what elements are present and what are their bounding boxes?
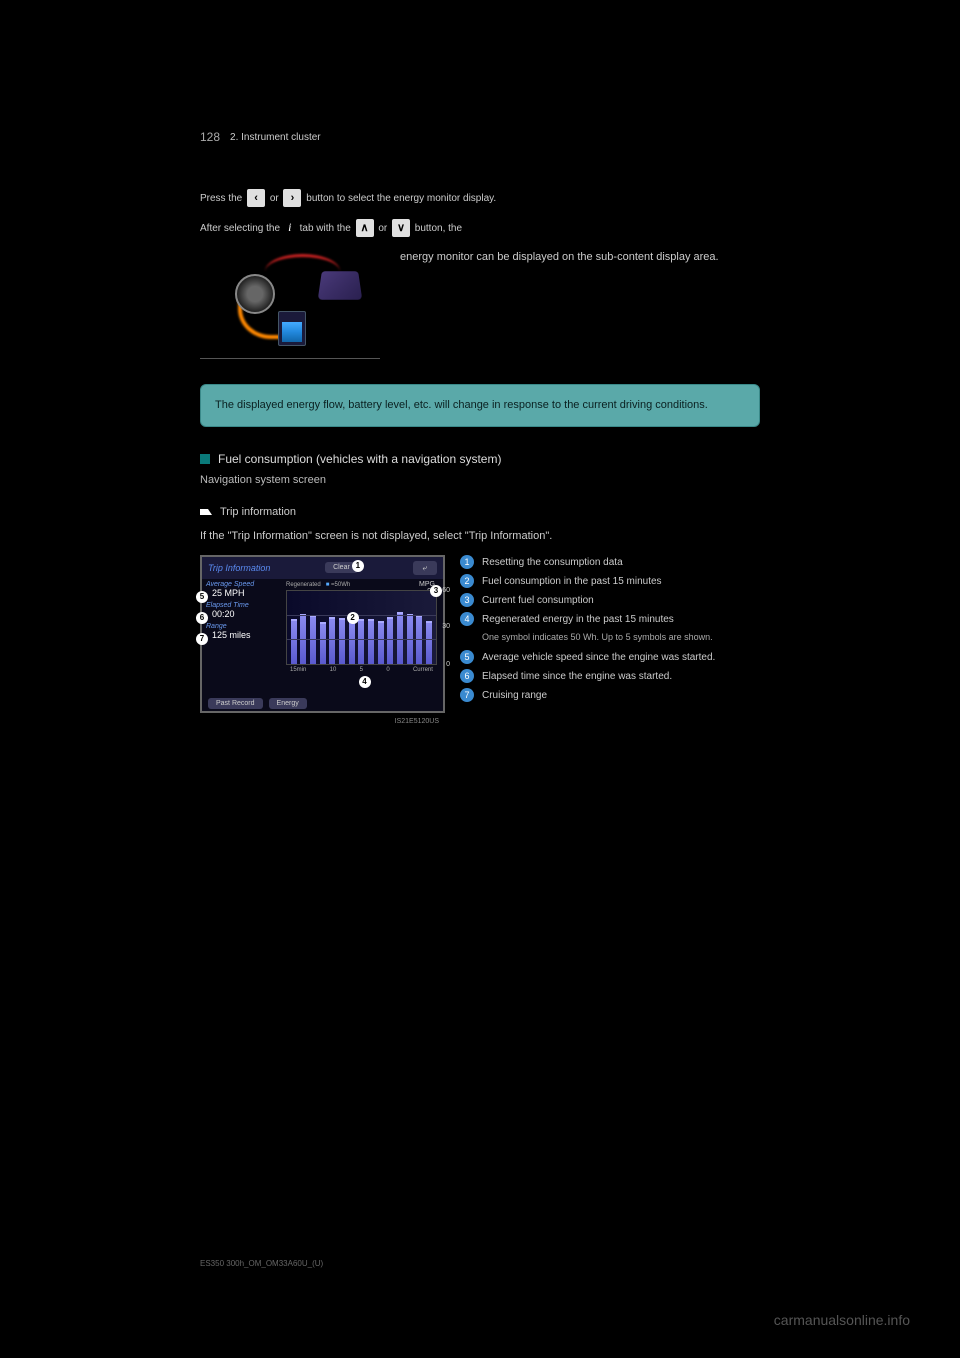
page-number: 128 [200, 130, 220, 144]
legend-number: 2 [460, 574, 474, 588]
legend-number: 4 [460, 612, 474, 626]
down-arrow-icon: ∨ [392, 219, 410, 237]
legend-item: 4 Regenerated energy in the past 15 minut… [460, 612, 760, 627]
legend-number: 3 [460, 593, 474, 607]
engine-icon [318, 271, 363, 299]
marker-4: 4 [359, 676, 371, 688]
trip-info-section: Trip Information Clear 1 ⤶ Average Speed… [200, 555, 760, 713]
book-code: ES350 300h_OM_OM33A60U_(U) [200, 1259, 323, 1268]
legend-number: 7 [460, 688, 474, 702]
chart-bar [349, 621, 355, 664]
chart-bar [426, 621, 432, 664]
instruction-continued: energy monitor can be displayed on the s… [400, 251, 719, 263]
legend-text: Current fuel consumption [482, 593, 760, 608]
legend-item: 5 Average vehicle speed since the engine … [460, 650, 760, 665]
legend-item: 7 Cruising range [460, 688, 760, 703]
step-arrow-icon [200, 506, 212, 518]
legend-text: Fuel consumption in the past 15 minutes [482, 574, 760, 589]
wheel-icon [235, 274, 275, 314]
legend-number: 5 [460, 650, 474, 664]
step-trip-info: Trip information [200, 504, 760, 521]
x-label-15: 15min [290, 667, 306, 673]
marker-2: 2 [347, 612, 359, 624]
energy-flow-diagram [200, 249, 380, 359]
legend-item: 3 Current fuel consumption [460, 593, 760, 608]
elapsed-value: 00:20 [206, 609, 276, 619]
regen-label: Regenerated [286, 582, 321, 588]
legend-text: Cruising range [482, 688, 760, 703]
regen-unit: =50Wh [331, 582, 350, 588]
legend-subtext: One symbol indicates 50 Wh. Up to 5 symb… [460, 631, 760, 645]
energy-button[interactable]: Energy [269, 698, 307, 709]
section-title: Fuel consumption (vehicles with a naviga… [218, 452, 501, 466]
legend-number: 1 [460, 555, 474, 569]
range-value: 125 miles [206, 630, 276, 640]
instruction-row-1: Press the ‹ or › button to select the en… [200, 189, 760, 207]
section-subtitle: Navigation system screen [200, 474, 760, 486]
past-record-button[interactable]: Past Record [208, 698, 263, 709]
right-arrow-icon: › [283, 189, 301, 207]
x-label-current: Current [413, 667, 433, 673]
chart-bar [339, 618, 345, 663]
footer-watermark: carmanualsonline.info [774, 1312, 910, 1328]
clear-button[interactable]: Clear 1 [325, 562, 358, 573]
instruction-2-or: or [378, 223, 390, 234]
instruction-2-suffix: button, the [415, 223, 462, 234]
fuel-consumption-chart: 60 30 0 2 3 4 [286, 590, 437, 665]
elapsed-label: Elapsed Time [206, 602, 276, 609]
marker-1: 1 [352, 560, 364, 572]
up-arrow-icon: ∧ [356, 219, 374, 237]
legend-text: Elapsed time since the engine was starte… [482, 669, 760, 684]
legend-text: Average vehicle speed since the engine w… [482, 650, 760, 665]
step-title: Trip information [220, 504, 296, 521]
info-icon: i [283, 220, 297, 234]
legend-item: 2 Fuel consumption in the past 15 minutes [460, 574, 760, 589]
chart-bar [329, 617, 335, 663]
legend-item: 6 Elapsed time since the engine was start… [460, 669, 760, 684]
x-label-10: 10 [330, 667, 337, 673]
trip-info-screenshot: Trip Information Clear 1 ⤶ Average Speed… [200, 555, 445, 713]
y-label-30: 30 [442, 623, 450, 630]
legend-number: 6 [460, 669, 474, 683]
chart-bar [291, 619, 297, 663]
avg-speed-label: Average Speed [206, 581, 276, 588]
energy-monitor-row: energy monitor can be displayed on the s… [200, 249, 760, 359]
instruction-row-2: After selecting the i tab with the ∧ or … [200, 219, 760, 237]
instruction-1-or: or [270, 193, 282, 204]
page-header: 128 2. Instrument cluster [200, 130, 760, 144]
header-section: 2. Instrument cluster [220, 132, 760, 143]
legend-text: Regenerated energy in the past 15 minute… [482, 612, 760, 627]
range-label: Range [206, 623, 276, 630]
avg-speed-value: 25 MPH [206, 588, 276, 598]
y-label-0: 0 [446, 661, 450, 668]
back-button[interactable]: ⤶ [413, 561, 437, 575]
callout-box: The displayed energy flow, battery level… [200, 384, 760, 427]
trip-title: Trip Information [208, 563, 270, 573]
instruction-2-prefix: After selecting the [200, 223, 283, 234]
x-label-0: 0 [386, 667, 389, 673]
legend-text: Resetting the consumption data [482, 555, 760, 570]
section-marker-icon [200, 454, 210, 464]
chart-bar [387, 617, 393, 663]
marker-7: 7 [196, 633, 208, 645]
energy-monitor-text: energy monitor can be displayed on the s… [400, 249, 719, 359]
legend-item: 1 Resetting the consumption data [460, 555, 760, 570]
y-label-60: 60 [442, 587, 450, 594]
marker-3: 3 [430, 585, 442, 597]
battery-icon [278, 311, 306, 346]
image-code: IS21E5120US [395, 718, 439, 725]
legend-list: 1 Resetting the consumption data 2 Fuel con… [460, 555, 760, 713]
chart-bar [320, 622, 326, 663]
x-label-5: 5 [360, 667, 363, 673]
instruction-1-prefix: Press the [200, 193, 245, 204]
chart-bar [358, 619, 364, 664]
left-arrow-icon: ‹ [247, 189, 265, 207]
instruction-1-suffix: button to select the energy monitor disp… [306, 193, 496, 204]
step-description: If the "Trip Information" screen is not … [200, 528, 760, 545]
clear-button-label: Clear [333, 564, 350, 571]
section-fuel-consumption: Fuel consumption (vehicles with a naviga… [200, 452, 760, 466]
chart-bar [378, 621, 384, 664]
chart-bar [368, 619, 374, 663]
instruction-2-mid: tab with the [300, 223, 354, 234]
